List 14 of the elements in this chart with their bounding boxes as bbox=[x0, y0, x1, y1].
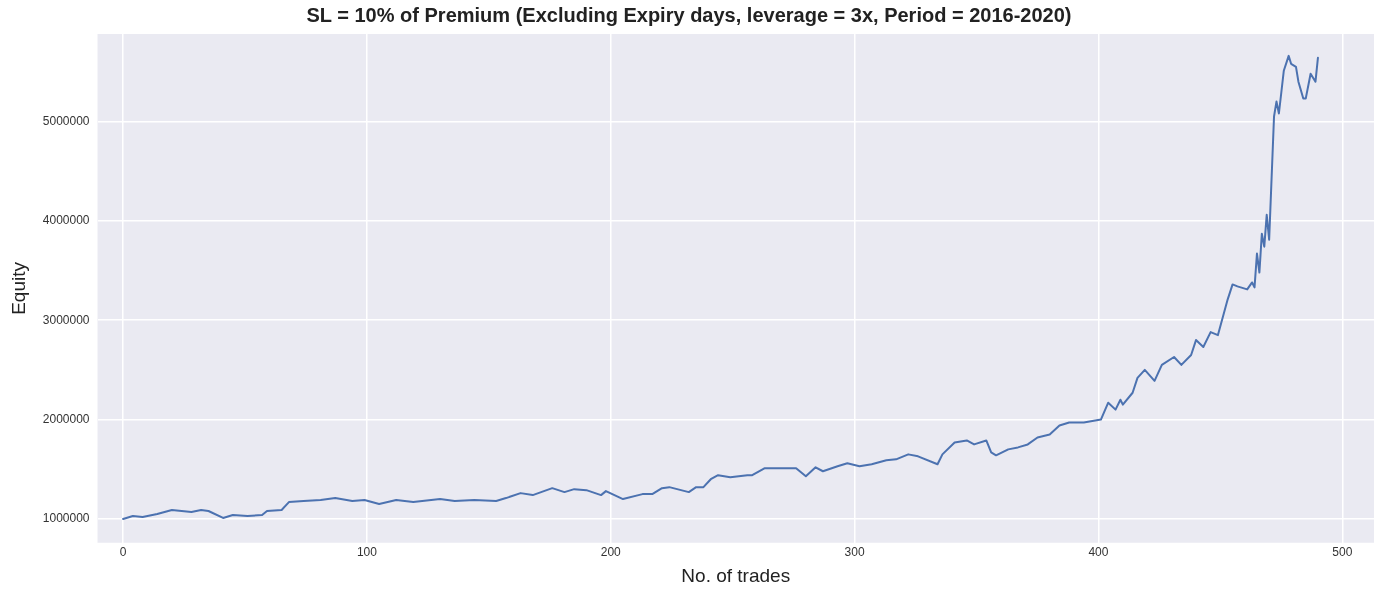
x-tick-label: 300 bbox=[844, 545, 865, 560]
x-axis-title: No. of trades bbox=[681, 564, 791, 586]
y-tick-label: 3000000 bbox=[42, 312, 90, 327]
x-tick-label: 100 bbox=[356, 545, 378, 560]
x-tick-label: 200 bbox=[600, 545, 622, 560]
x-tick-label: 0 bbox=[119, 545, 127, 560]
x-tick-label: 400 bbox=[1088, 545, 1109, 560]
y-tick-label: 2000000 bbox=[42, 411, 90, 426]
y-tick-label: 5000000 bbox=[42, 113, 90, 128]
y-tick-label: 1000000 bbox=[42, 511, 90, 526]
chart-title: SL = 10% of Premium (Excluding Expiry days, leverage = 3x, Period = 2016-2020) bbox=[306, 3, 1072, 26]
y-axis-title: Equity bbox=[7, 261, 29, 315]
x-tick-label: 500 bbox=[1332, 545, 1353, 560]
y-tick-label: 4000000 bbox=[42, 213, 90, 228]
